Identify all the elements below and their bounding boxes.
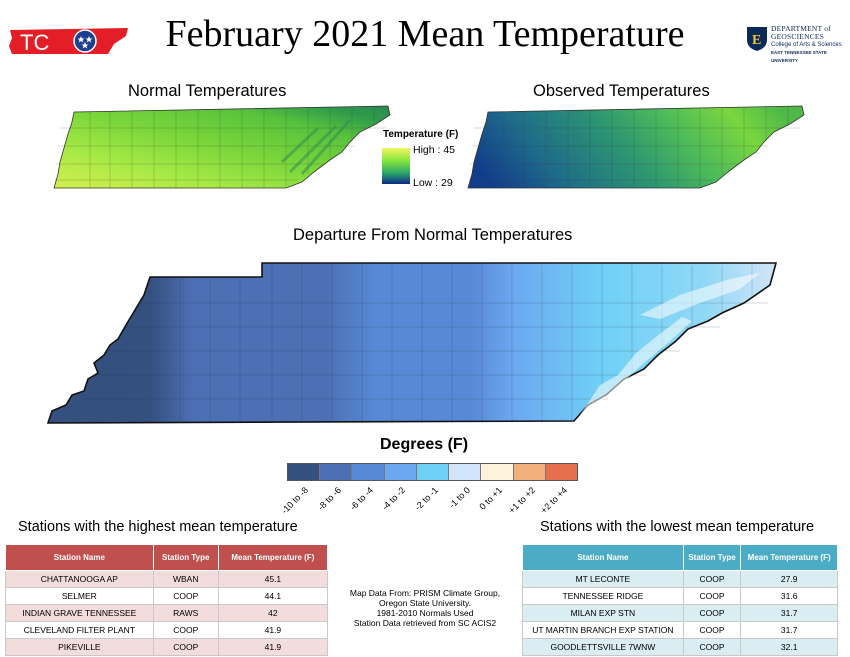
etsu-line-2: GEOSCIENCES <box>771 32 825 41</box>
highest-stations-title: Stations with the highest mean temperatu… <box>18 519 298 535</box>
table-row: CLEVELAND FILTER PLANT COOP 41.9 <box>5 621 329 639</box>
station-name-cell: CHATTANOOGA AP <box>5 570 154 588</box>
temperature-legend-high: High : 45 <box>413 144 456 156</box>
lowest-stations-title: Stations with the lowest mean temperatur… <box>540 519 815 535</box>
tennessee-outline <box>467 105 805 189</box>
tristar-circle <box>73 29 97 53</box>
station-type-cell: COOP <box>152 638 219 656</box>
legend-swatch <box>513 464 546 480</box>
legend-swatch <box>545 464 577 480</box>
station-name-cell: MT LECONTE <box>522 570 684 588</box>
legend-swatch <box>352 464 385 480</box>
normal-temperature-map <box>53 105 391 189</box>
station-name-cell: PIKEVILLE <box>5 638 154 656</box>
table-row: CHATTANOOGA AP WBAN 45.1 <box>5 570 329 588</box>
mean-temperature-cell: 41.9 <box>217 621 329 639</box>
tennessee-shape-logo <box>9 28 128 54</box>
legend-swatch <box>449 464 482 480</box>
departure-from-normal-map <box>46 262 778 424</box>
legend-swatch <box>384 464 417 480</box>
etsu-geosciences-logo: E DEPARTMENT of GEOSCIENCES College of A… <box>744 24 844 63</box>
mean-temperature-cell: 41.9 <box>217 638 329 656</box>
etsu-line-3: College of Arts & Sciences <box>771 42 842 48</box>
mean-temperature-cell: 32.1 <box>740 638 838 656</box>
temperature-color-ramp <box>382 148 410 184</box>
table-row: SELMER COOP 44.1 <box>5 587 329 605</box>
station-name-cell: MILAN EXP STN <box>522 604 684 622</box>
etsu-line-1: DEPARTMENT of <box>771 24 831 33</box>
station-type-cell: COOP <box>152 587 219 605</box>
page-title: February 2021 Mean Temperature <box>165 13 685 55</box>
observed-map-title: Observed Temperatures <box>533 82 710 100</box>
highest-stations-table: Station Name Station Type Mean Temperatu… <box>5 544 329 656</box>
table-header: Mean Temperature (F) <box>740 544 838 571</box>
mean-temperature-cell: 31.6 <box>740 587 838 605</box>
station-type-cell: COOP <box>682 604 742 622</box>
legend-swatch <box>481 464 514 480</box>
credit-line: 1981-2010 Normals Used <box>376 608 474 618</box>
departure-legend-title: Degrees (F) <box>380 436 469 453</box>
svg-text:E: E <box>752 33 761 48</box>
tco-logo: TC <box>9 28 128 55</box>
table-row: MILAN EXP STN COOP 31.7 <box>522 604 838 622</box>
table-header: Station Type <box>682 544 742 571</box>
table-row: TENNESSEE RIDGE COOP 31.6 <box>522 587 838 605</box>
tco-letters: TC <box>20 30 49 55</box>
station-name-cell: SELMER <box>5 587 154 605</box>
table-header: Station Name <box>5 544 154 571</box>
credit-line: Map Data From: PRISM Climate Group, <box>349 588 501 598</box>
credit-line: Oregon State University. <box>379 598 471 608</box>
table-row: MT LECONTE COOP 27.9 <box>522 570 838 588</box>
mean-temperature-cell: 42 <box>217 604 329 622</box>
mean-temperature-cell: 31.7 <box>740 621 838 639</box>
departure-color-legend <box>287 463 578 481</box>
etsu-line-4: EAST TENNESSEE STATE UNIVERSITY <box>771 50 827 63</box>
station-name-cell: INDIAN GRAVE TENNESSEE <box>5 604 154 622</box>
station-type-cell: COOP <box>152 621 219 639</box>
mean-temperature-cell: 45.1 <box>217 570 329 588</box>
temperature-legend-title: Temperature (F) <box>383 129 459 140</box>
credit-line: Station Data retrieved from SC ACIS2 <box>353 618 497 628</box>
station-name-cell: TENNESSEE RIDGE <box>522 587 684 605</box>
mean-temperature-cell: 31.7 <box>740 604 838 622</box>
station-type-cell: COOP <box>682 570 742 588</box>
temperature-legend-low: Low : 29 <box>413 177 453 189</box>
table-row: INDIAN GRAVE TENNESSEE RAWS 42 <box>5 604 329 622</box>
departure-map-title: Departure From Normal Temperatures <box>293 226 573 244</box>
table-row: PIKEVILLE COOP 41.9 <box>5 638 329 656</box>
table-header: Station Type <box>152 544 219 571</box>
station-name-cell: UT MARTIN BRANCH EXP STATION <box>522 621 684 639</box>
table-header: Station Name <box>522 544 684 571</box>
station-type-cell: COOP <box>682 621 742 639</box>
etsu-shield-icon: E <box>747 27 767 51</box>
table-header: Mean Temperature (F) <box>217 544 329 571</box>
legend-swatch <box>288 464 321 480</box>
table-row: GOODLETTSVILLE 7WNW COOP 32.1 <box>522 638 838 656</box>
station-type-cell: RAWS <box>152 604 219 622</box>
table-row: UT MARTIN BRANCH EXP STATION COOP 31.7 <box>522 621 838 639</box>
legend-swatch <box>320 464 353 480</box>
station-name-cell: GOODLETTSVILLE 7WNW <box>522 638 684 656</box>
tennessee-outline <box>53 105 391 189</box>
warm-ridge-pattern <box>580 273 760 415</box>
tennessee-outline <box>46 262 778 424</box>
observed-temperature-map <box>467 105 805 189</box>
legend-swatch <box>416 464 450 480</box>
lowest-stations-table: Station Name Station Type Mean Temperatu… <box>522 544 838 656</box>
station-name-cell: CLEVELAND FILTER PLANT <box>5 621 154 639</box>
data-credits: Map Data From: PRISM Climate Group, Oreg… <box>330 588 520 628</box>
station-type-cell: WBAN <box>152 570 219 588</box>
station-type-cell: COOP <box>682 587 742 605</box>
mean-temperature-cell: 44.1 <box>217 587 329 605</box>
normal-map-title: Normal Temperatures <box>128 82 287 100</box>
station-type-cell: COOP <box>682 638 742 656</box>
mean-temperature-cell: 27.9 <box>740 570 838 588</box>
